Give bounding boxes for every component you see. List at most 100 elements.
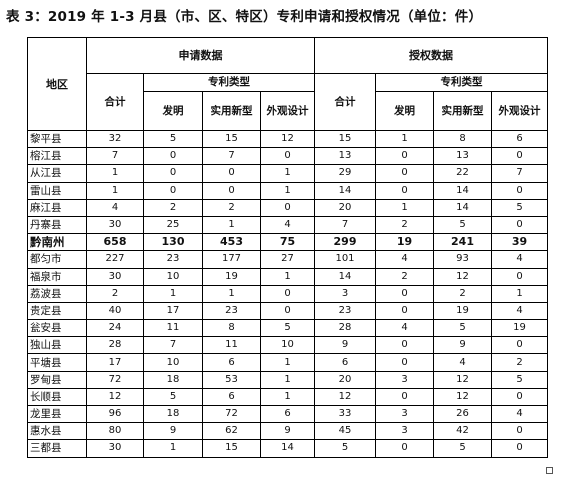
app-design-cell: 1 bbox=[260, 164, 315, 183]
header-application-group: 申请数据 bbox=[86, 37, 315, 74]
app-invention-cell: 5 bbox=[143, 387, 203, 407]
app-utility-cell: 453 bbox=[202, 233, 261, 252]
app-utility-cell: 72 bbox=[202, 404, 261, 424]
grant-invention-cell: 0 bbox=[375, 336, 434, 355]
app-invention-cell: 2 bbox=[143, 198, 203, 217]
table-row: 黔南州 658 130 453 75 299 19 241 39 bbox=[27, 233, 548, 252]
grant-utility-cell: 5 bbox=[433, 439, 492, 458]
table-row: 瓮安县 24 11 8 5 28 4 5 19 bbox=[27, 319, 548, 338]
region-cell: 贵定县 bbox=[27, 301, 87, 321]
grant-design-cell: 4 bbox=[491, 301, 548, 321]
region-cell: 长顺县 bbox=[27, 387, 87, 407]
grant-design-cell: 7 bbox=[491, 164, 548, 183]
app-total-cell: 80 bbox=[86, 422, 144, 441]
app-invention-cell: 10 bbox=[143, 267, 203, 286]
grant-invention-cell: 2 bbox=[375, 267, 434, 286]
app-total-cell: 30 bbox=[86, 267, 144, 286]
app-design-cell: 14 bbox=[260, 439, 315, 458]
grant-invention-cell: 4 bbox=[375, 250, 434, 269]
header-app-invention: 发明 bbox=[143, 91, 203, 131]
table-row: 从江县 1 0 0 1 29 0 22 7 bbox=[27, 164, 548, 183]
app-utility-cell: 6 bbox=[202, 353, 261, 372]
grant-total-cell: 5 bbox=[314, 439, 376, 458]
header-app-total: 合计 bbox=[86, 73, 144, 131]
app-design-cell: 0 bbox=[260, 284, 315, 303]
app-invention-cell: 10 bbox=[143, 353, 203, 372]
grant-total-cell: 23 bbox=[314, 301, 376, 321]
grant-total-cell: 14 bbox=[314, 181, 376, 200]
app-design-cell: 12 bbox=[260, 129, 315, 149]
app-invention-cell: 11 bbox=[143, 319, 203, 338]
grant-utility-cell: 5 bbox=[433, 215, 492, 235]
app-utility-cell: 7 bbox=[202, 147, 261, 166]
grant-design-cell: 6 bbox=[491, 129, 548, 149]
table-title: 表 3：2019 年 1-3 月县（市、区、特区）专利申请和授权情况（单位：件） bbox=[6, 9, 483, 25]
table-row: 麻江县 4 2 2 0 20 1 14 5 bbox=[27, 198, 548, 217]
grant-utility-cell: 12 bbox=[433, 370, 492, 389]
app-invention-cell: 25 bbox=[143, 215, 203, 235]
grant-invention-cell: 0 bbox=[375, 301, 434, 321]
grant-total-cell: 15 bbox=[314, 129, 376, 149]
grant-design-cell: 5 bbox=[491, 370, 548, 389]
app-total-cell: 658 bbox=[86, 233, 144, 252]
app-total-cell: 1 bbox=[86, 164, 144, 183]
app-total-cell: 12 bbox=[86, 387, 144, 407]
app-utility-cell: 177 bbox=[202, 250, 261, 269]
app-design-cell: 5 bbox=[260, 319, 315, 338]
grant-invention-cell: 3 bbox=[375, 370, 434, 389]
grant-invention-cell: 0 bbox=[375, 147, 434, 166]
grant-utility-cell: 9 bbox=[433, 336, 492, 355]
app-invention-cell: 18 bbox=[143, 404, 203, 424]
table-row: 黎平县 32 5 15 12 15 1 8 6 bbox=[27, 129, 548, 149]
grant-design-cell: 39 bbox=[491, 233, 548, 252]
region-cell: 黔南州 bbox=[27, 233, 87, 252]
header-app-design: 外观设计 bbox=[260, 91, 315, 131]
app-utility-cell: 15 bbox=[202, 129, 261, 149]
table-row: 贵定县 40 17 23 0 23 0 19 4 bbox=[27, 301, 548, 321]
patent-table: 地区 申请数据 授权数据 合计 专利类型 合计 专利类型 发明 实用新型 外观设… bbox=[27, 37, 548, 458]
app-utility-cell: 11 bbox=[202, 336, 261, 355]
app-design-cell: 6 bbox=[260, 404, 315, 424]
grant-invention-cell: 0 bbox=[375, 353, 434, 372]
table-resize-handle[interactable] bbox=[546, 467, 553, 474]
table-row: 独山县 28 7 11 10 9 0 9 0 bbox=[27, 336, 548, 355]
grant-design-cell: 0 bbox=[491, 147, 548, 166]
app-utility-cell: 1 bbox=[202, 215, 261, 235]
app-invention-cell: 23 bbox=[143, 250, 203, 269]
app-total-cell: 28 bbox=[86, 336, 144, 355]
region-cell: 丹寨县 bbox=[27, 215, 87, 235]
grant-invention-cell: 3 bbox=[375, 422, 434, 441]
app-utility-cell: 2 bbox=[202, 198, 261, 217]
app-total-cell: 2 bbox=[86, 284, 144, 303]
grant-total-cell: 299 bbox=[314, 233, 376, 252]
grant-design-cell: 0 bbox=[491, 439, 548, 458]
grant-total-cell: 6 bbox=[314, 353, 376, 372]
header-grant-total: 合计 bbox=[314, 73, 376, 131]
grant-invention-cell: 0 bbox=[375, 387, 434, 407]
app-utility-cell: 8 bbox=[202, 319, 261, 338]
region-cell: 惠水县 bbox=[27, 422, 87, 441]
header-region: 地区 bbox=[27, 37, 87, 131]
app-design-cell: 27 bbox=[260, 250, 315, 269]
app-invention-cell: 0 bbox=[143, 164, 203, 183]
app-design-cell: 1 bbox=[260, 353, 315, 372]
grant-total-cell: 13 bbox=[314, 147, 376, 166]
table-row: 三都县 30 1 15 14 5 0 5 0 bbox=[27, 439, 548, 458]
grant-utility-cell: 241 bbox=[433, 233, 492, 252]
app-total-cell: 72 bbox=[86, 370, 144, 389]
region-cell: 从江县 bbox=[27, 164, 87, 183]
grant-utility-cell: 19 bbox=[433, 301, 492, 321]
app-utility-cell: 19 bbox=[202, 267, 261, 286]
grant-total-cell: 3 bbox=[314, 284, 376, 303]
grant-utility-cell: 22 bbox=[433, 164, 492, 183]
grant-invention-cell: 1 bbox=[375, 198, 434, 217]
header-app-utility: 实用新型 bbox=[202, 91, 261, 131]
app-total-cell: 17 bbox=[86, 353, 144, 372]
grant-design-cell: 0 bbox=[491, 336, 548, 355]
grant-design-cell: 2 bbox=[491, 353, 548, 372]
header-grant-design: 外观设计 bbox=[491, 91, 548, 131]
grant-utility-cell: 26 bbox=[433, 404, 492, 424]
table-row: 罗甸县 72 18 53 1 20 3 12 5 bbox=[27, 370, 548, 389]
app-invention-cell: 9 bbox=[143, 422, 203, 441]
app-utility-cell: 6 bbox=[202, 387, 261, 407]
